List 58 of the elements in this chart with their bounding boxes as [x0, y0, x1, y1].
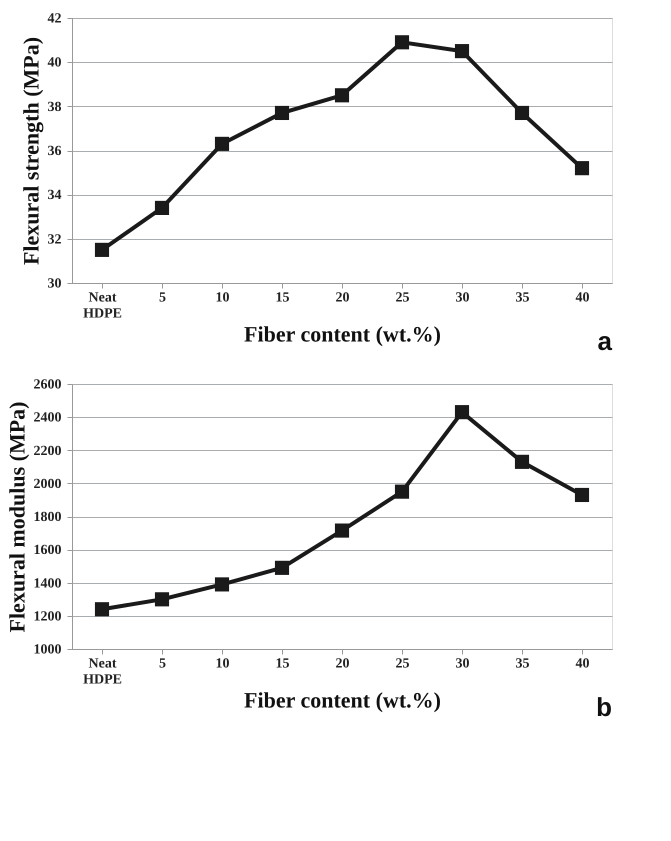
point — [94, 242, 110, 257]
y-tick-label: 40 — [48, 56, 62, 71]
y-tick-label: 42 — [48, 12, 62, 26]
point — [514, 106, 530, 120]
x-tick-label: 40 — [576, 290, 590, 306]
point — [514, 454, 530, 469]
y-tick-label: 30 — [48, 276, 62, 292]
y-tick-label: 1800 — [34, 510, 62, 525]
x-tick-label: 30 — [456, 656, 470, 672]
point — [394, 484, 410, 499]
y-tick-label: 2000 — [34, 476, 62, 492]
x-tick-label: 15 — [276, 290, 290, 306]
x-tick-label: 20 — [336, 290, 350, 306]
point — [574, 488, 590, 502]
x-tick-label: 35 — [516, 290, 530, 306]
y-tick-label: 38 — [48, 100, 62, 115]
y-tick-label: 36 — [48, 144, 62, 159]
point — [94, 602, 110, 616]
y-axis-title: Flexural strength (MPa) — [18, 36, 44, 266]
y-tick-label: 32 — [48, 232, 62, 248]
x-axis-title: Fiber content (wt.%) — [244, 322, 441, 346]
y-tick-label: 1200 — [34, 609, 62, 624]
y-tick-label: 34 — [48, 188, 62, 204]
y-axis-title: Flexural modulus (MPa) — [4, 402, 30, 632]
x-tick-label: 40 — [576, 656, 590, 672]
y-tick-label: 1400 — [34, 576, 62, 592]
point — [214, 577, 230, 592]
text: b — [596, 692, 612, 722]
point — [154, 592, 170, 606]
point — [154, 200, 170, 215]
x-tick-label: 15 — [276, 656, 290, 672]
point — [454, 405, 470, 420]
x-tick-label: 25 — [396, 290, 410, 306]
y-tick-label: 1000 — [34, 642, 62, 658]
x-tick-label: 10 — [216, 656, 230, 672]
point — [454, 44, 470, 58]
x-tick-label: 35 — [516, 656, 530, 672]
point — [214, 136, 230, 151]
point — [334, 88, 350, 102]
point — [394, 35, 410, 50]
x-tick-label: Neat HDPE — [83, 656, 122, 688]
point — [274, 106, 290, 120]
point — [274, 560, 290, 575]
text: a — [598, 326, 613, 356]
y-tick-label: 2400 — [34, 410, 62, 426]
x-tick-label: 30 — [456, 290, 470, 306]
point — [334, 524, 350, 538]
x-tick-label: 10 — [216, 290, 230, 306]
x-axis-title: Fiber content (wt.%) — [244, 688, 441, 712]
y-tick-label: 2200 — [34, 444, 62, 459]
y-tick-label: 1600 — [34, 543, 62, 558]
y-tick-label: 2600 — [34, 378, 62, 392]
x-tick-label: 25 — [396, 656, 410, 672]
x-tick-label: Neat HDPE — [83, 290, 122, 322]
x-tick-label: 5 — [159, 290, 166, 306]
point — [574, 161, 590, 176]
x-tick-label: 20 — [336, 656, 350, 672]
x-tick-label: 5 — [159, 656, 166, 672]
